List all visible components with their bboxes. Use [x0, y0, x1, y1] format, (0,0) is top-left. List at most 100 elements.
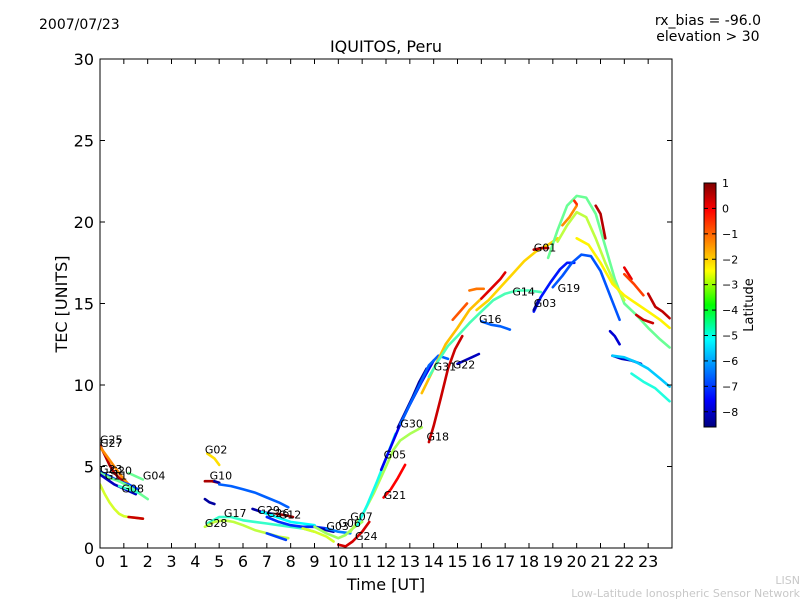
x-tick-label: 8 [286, 552, 296, 571]
chart-title: IQUITOS, Peru [330, 37, 442, 56]
satellite-label: G26 [267, 507, 290, 520]
colorbar-tick-label: −2 [722, 253, 738, 266]
tec-track-G27 [100, 445, 130, 486]
satellite-label: G06 [338, 517, 361, 530]
tec-track-G10b [213, 479, 221, 485]
tec-track-G01 [475, 237, 559, 312]
colorbar-tick-label: 1 [722, 177, 729, 190]
y-axis-label: TEC [UNITS] [52, 256, 71, 354]
tec-track-G5x [594, 204, 607, 240]
elevation-label: elevation > 30 [656, 29, 760, 45]
colorbar-tick-label: −5 [722, 330, 738, 343]
satellite-label: G22 [453, 359, 476, 372]
satellite-label: G23 [100, 463, 123, 476]
tec-track-G04 [127, 471, 145, 481]
satellite-label: G08 [121, 483, 144, 496]
tec-track-G01b [532, 246, 550, 251]
colorbar-gradient [703, 182, 717, 428]
tec-track-G03b [532, 261, 576, 313]
colorbar-tick-label: −8 [722, 406, 738, 419]
tec-track-G22 [456, 352, 481, 366]
x-tick-label: 19 [543, 552, 563, 571]
tec-track-G10x [630, 372, 671, 403]
tec-track-G2x [556, 210, 626, 302]
satellite-label: G01 [534, 241, 557, 254]
tec-track-G20b [451, 302, 469, 322]
x-tick-label: 7 [262, 552, 272, 571]
tec-track-G13b [127, 515, 145, 521]
tec-track-G09 [203, 497, 216, 506]
tec-track-G18 [427, 334, 464, 444]
footer: LISN Low-Latitude Ionospheric Sensor Net… [571, 574, 800, 600]
y-tick-label: 0 [84, 539, 94, 558]
x-axis-label: Time [UT] [346, 575, 425, 594]
footer-lisn: LISN [775, 574, 800, 587]
tec-track-G02 [206, 452, 221, 467]
tec-track-G03c [532, 298, 540, 312]
satellite-label: G14 [512, 285, 535, 298]
satellite-label: G25 [100, 434, 123, 447]
colorbar-tick-label: −6 [722, 355, 738, 368]
colorbar: 1 0 −1 −2 −3 −4 −5 −6 −7 −8 Latitude [703, 177, 757, 428]
y-tick-label: 20 [74, 213, 94, 232]
colorbar-label: Latitude [742, 278, 757, 332]
x-tick-label: 10 [328, 552, 348, 571]
rx-bias-label: rx_bias = -96.0 [654, 13, 761, 29]
x-tick-label: 6 [238, 552, 248, 571]
tec-track-G14a [427, 289, 543, 379]
satellite-label: G30 [400, 417, 423, 430]
tec-track-G28b [265, 531, 288, 542]
axes: 0 1 2 3 4 5 6 7 8 9 10 11 12 13 14 15 16 17 18 19 20 21 22 2305… [74, 50, 672, 571]
tec-track-G17 [206, 515, 316, 534]
x-tick-label: 13 [400, 552, 420, 571]
x-tick-label: 20 [566, 552, 586, 571]
tec-track-G7x [622, 272, 645, 297]
satellite-label: G07 [350, 510, 373, 523]
y-tick-label: 25 [74, 132, 94, 151]
plot-frame [99, 58, 673, 549]
tec-track-G9x [634, 313, 655, 325]
tec-track-G19b [608, 329, 621, 346]
tec-track-G8x [646, 292, 671, 320]
satellite-label: G17 [224, 507, 247, 520]
colorbar-tick-label: −7 [722, 380, 738, 393]
tec-track-G16a [301, 527, 335, 543]
satellite-label: G27 [100, 437, 123, 450]
x-tick-label: 1 [119, 552, 129, 571]
series-layer [100, 194, 671, 548]
tec-track-G03 [317, 527, 335, 534]
header-note: rx_bias = -96.0 elevation > 30 [655, 13, 761, 45]
satellite-label: G03 [534, 297, 557, 310]
tec-track-G16b [468, 287, 486, 292]
satellite-label: G18 [427, 430, 450, 443]
x-tick-label: 23 [638, 552, 658, 571]
tec-track-G19 [551, 253, 621, 322]
satellite-label: G28 [205, 517, 228, 530]
satellite-label: G31 [434, 360, 457, 373]
tec-track-G20 [100, 471, 149, 501]
tec-track-G16 [479, 320, 512, 331]
satellite-label: G19 [558, 282, 581, 295]
x-tick-label: 22 [614, 552, 634, 571]
x-tick-label: 16 [471, 552, 491, 571]
x-tick-label: 12 [376, 552, 396, 571]
tec-track-G26 [260, 510, 316, 527]
y-tick-label: 30 [74, 50, 94, 69]
tec-track-G12 [275, 512, 295, 519]
colorbar-tick-label: −3 [722, 279, 738, 292]
satellite-label: G10 [210, 470, 233, 483]
satellite-label: G24 [355, 530, 378, 543]
date-label: 2007/07/23 [39, 17, 120, 33]
x-tick-label: 3 [166, 552, 176, 571]
tec-track-G08 [117, 484, 140, 494]
x-tick-label: 9 [309, 552, 319, 571]
x-tick-label: 5 [214, 552, 224, 571]
satellite-label: G29 [257, 504, 280, 517]
satellite-label: G11 [105, 470, 128, 483]
satellite-label: G16 [479, 313, 502, 326]
satellite-label: G03 [326, 520, 349, 533]
colorbar-tick-label: −4 [722, 304, 738, 317]
satellite-label: G02 [205, 443, 228, 456]
tec-track-G6x [622, 266, 633, 281]
